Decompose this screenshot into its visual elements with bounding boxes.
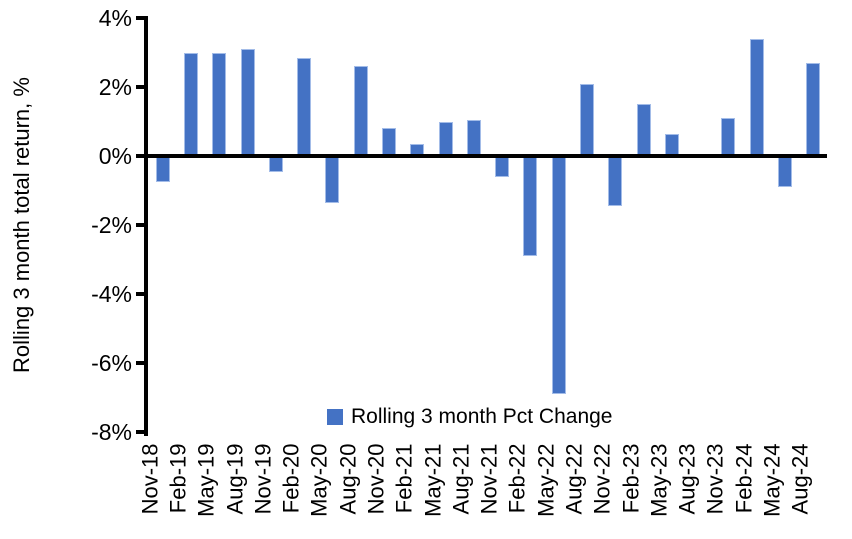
x-tick-label: Aug-22 [561,443,587,515]
bar-Aug-20 [353,66,368,158]
y-tick-label: -8% [91,419,132,445]
x-tick-label: Feb-20 [278,443,304,514]
x-tick-label: May-22 [533,443,559,517]
y-tick-mark [136,154,144,158]
bar-May-19 [212,52,227,158]
x-tick-label: Aug-21 [448,443,474,515]
bar-Nov-19 [268,156,283,172]
bar-Feb-24 [749,38,764,158]
x-tick-label: May-24 [759,443,785,517]
y-axis-line [144,16,148,436]
y-tick-label: 4% [98,5,132,31]
x-tick-label: Nov-18 [137,443,163,515]
x-tick-label: Feb-22 [504,443,530,514]
bar-Feb-22 [523,156,538,257]
bar-Aug-19 [240,49,255,158]
x-tick-label: May-21 [420,443,446,517]
y-tick-mark [136,223,144,227]
bar-May-21 [438,121,453,158]
x-tick-label: Feb-23 [618,443,644,514]
bar-Nov-23 [721,118,736,158]
y-tick-label: 0% [98,143,132,169]
x-tick-label: Nov-21 [476,443,502,515]
y-tick-label: -2% [91,212,132,238]
bar-Aug-21 [466,119,481,158]
bar-Feb-20 [297,57,312,158]
x-tick-label: May-19 [193,443,219,517]
y-tick-mark [136,85,144,89]
x-axis-zero-line [144,154,827,158]
bar-May-20 [325,156,340,203]
bar-Nov-22 [608,156,623,207]
y-axis-title: Rolling 3 month total return, % [9,77,34,373]
y-tick-mark [136,16,144,20]
x-tick-label: Aug-19 [222,443,248,515]
legend-swatch-icon [327,409,343,425]
bar-Feb-19 [183,52,198,158]
x-tick-label: Aug-24 [787,443,813,515]
bar-May-22 [551,156,566,395]
bar-Aug-22 [580,83,595,158]
x-tick-label: Aug-20 [335,443,361,515]
bar-Aug-24 [806,62,821,158]
bar-Feb-23 [636,104,651,158]
bar-Nov-21 [495,156,510,177]
y-tick-mark [136,361,144,365]
x-tick-label: Feb-21 [391,443,417,514]
y-tick-mark [136,430,144,434]
x-tick-label: Nov-22 [589,443,615,515]
x-tick-label: Feb-19 [165,443,191,514]
y-tick-mark [136,292,144,296]
x-tick-label: Nov-23 [702,443,728,515]
x-tick-label: May-23 [646,443,672,517]
y-tick-label: -4% [91,281,132,307]
x-tick-label: Aug-23 [674,443,700,515]
bar-May-24 [778,156,793,188]
legend: Rolling 3 month Pct Change [327,405,613,429]
x-tick-label: Nov-19 [250,443,276,515]
x-tick-label: May-20 [306,443,332,517]
legend-label: Rolling 3 month Pct Change [351,405,613,428]
y-tick-label: 2% [98,74,132,100]
bar-Nov-18 [155,156,170,183]
y-tick-label: -6% [91,350,132,376]
x-tick-label: Nov-20 [363,443,389,515]
x-tick-label: Feb-24 [731,443,757,514]
